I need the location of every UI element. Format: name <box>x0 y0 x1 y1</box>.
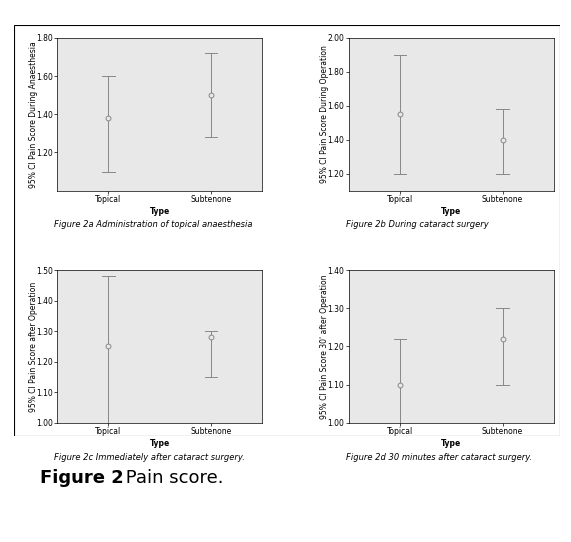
Text: Figure 2: Figure 2 <box>40 469 124 487</box>
Text: Figure 2b During cataract surgery: Figure 2b During cataract surgery <box>345 221 488 229</box>
Text: Figure 2d 30 minutes after cataract surgery.: Figure 2d 30 minutes after cataract surg… <box>345 453 532 462</box>
X-axis label: Type: Type <box>441 207 461 216</box>
X-axis label: Type: Type <box>441 438 461 448</box>
Y-axis label: 95% CI Pain Score During Operation: 95% CI Pain Score During Operation <box>320 46 329 183</box>
Text: Figure 2c Immediately after cataract surgery.: Figure 2c Immediately after cataract sur… <box>54 453 245 462</box>
X-axis label: Type: Type <box>150 438 170 448</box>
Y-axis label: 95% CI Pain Score During Anaesthesia: 95% CI Pain Score During Anaesthesia <box>29 41 38 188</box>
Text: Figure 2a Administration of topical anaesthesia: Figure 2a Administration of topical anae… <box>54 221 253 229</box>
X-axis label: Type: Type <box>150 207 170 216</box>
Y-axis label: 95% CI Pain Score after Operation: 95% CI Pain Score after Operation <box>29 281 38 411</box>
Text: Pain score.: Pain score. <box>120 469 223 487</box>
Y-axis label: 95% CI Pain Score 30' after Operation: 95% CI Pain Score 30' after Operation <box>320 274 329 418</box>
